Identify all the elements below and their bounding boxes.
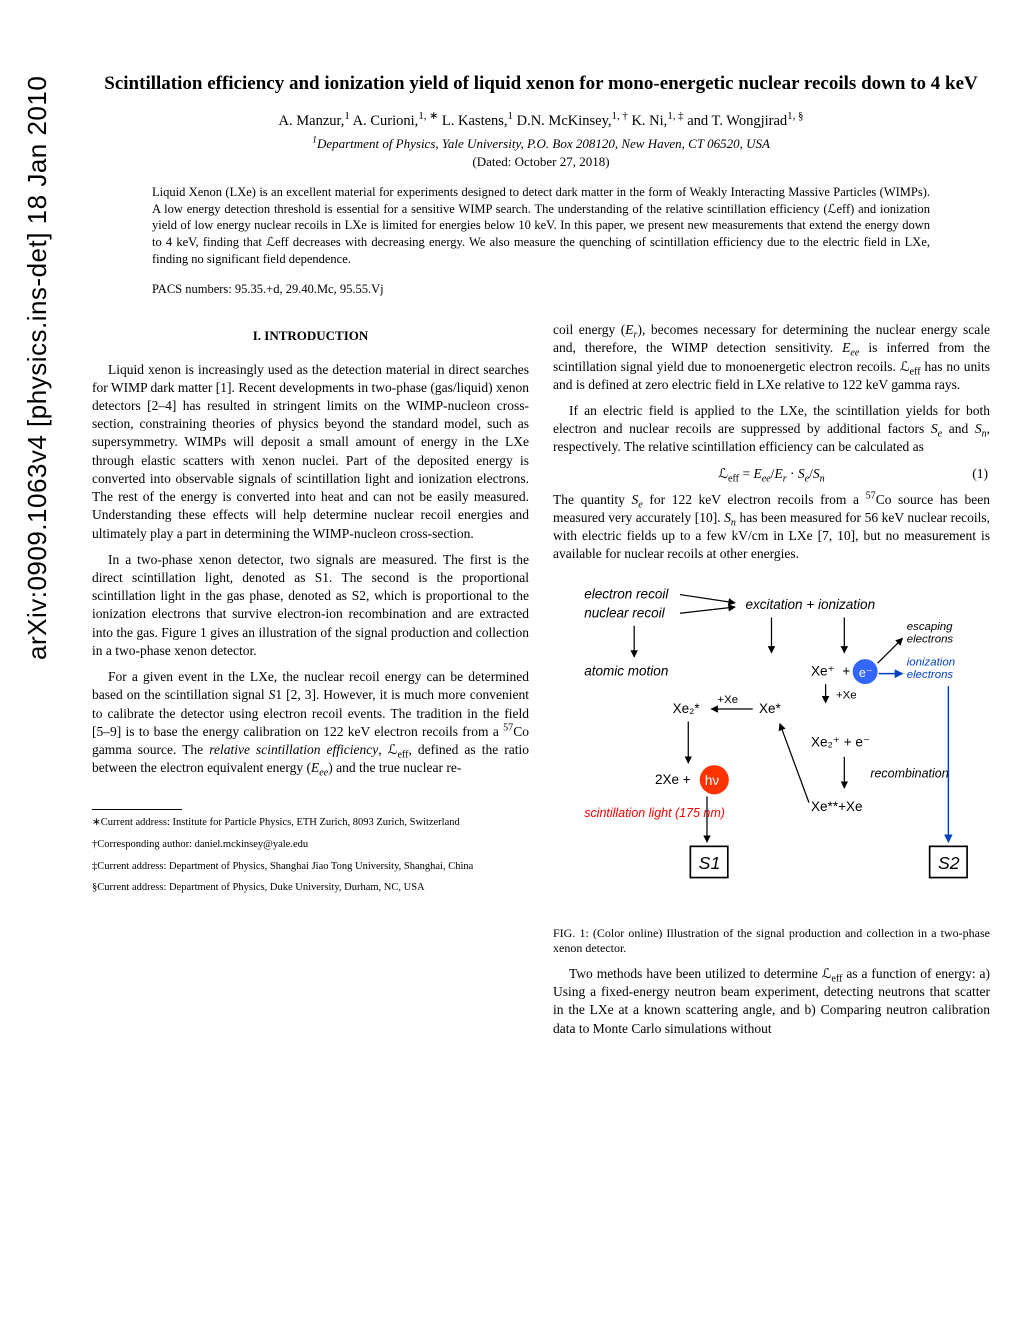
- left-column: I. INTRODUCTION Liquid xenon is increasi…: [92, 321, 529, 1046]
- arxiv-stamp: arXiv:0909.1063v4 [physics.ins-det] 18 J…: [22, 76, 53, 660]
- paragraph: For a given event in the LXe, the nuclea…: [92, 668, 529, 777]
- footnote: †Corresponding author: daniel.mckinsey@y…: [92, 838, 529, 852]
- label-xe2-star: Xe₂*: [673, 701, 701, 716]
- footnote: ∗Current address: Institute for Particle…: [92, 816, 529, 830]
- label-plus-xe-2: +Xe: [836, 689, 857, 701]
- label-two-xe: 2Xe +: [655, 772, 691, 787]
- label-xe-starstar-xe: Xe**+Xe: [811, 799, 862, 814]
- paper-title: Scintillation efficiency and ionization …: [92, 72, 990, 97]
- label-recombination: recombination: [870, 766, 948, 780]
- paragraph: In a two-phase xenon detector, two signa…: [92, 551, 529, 660]
- authors: A. Manzur,1 A. Curioni,1, ∗ L. Kastens,1…: [92, 113, 990, 130]
- section-heading: I. INTRODUCTION: [92, 327, 529, 345]
- label-s1: S1: [699, 853, 721, 873]
- paper-body: Scintillation efficiency and ionization …: [92, 0, 990, 1046]
- abstract: Liquid Xenon (LXe) is an excellent mater…: [152, 184, 930, 268]
- two-column-layout: I. INTRODUCTION Liquid xenon is increasi…: [92, 321, 990, 1046]
- paragraph: Liquid xenon is increasingly used as the…: [92, 361, 529, 543]
- equation-number: (1): [972, 465, 988, 483]
- label-plus-xe-1: +Xe: [717, 693, 738, 705]
- label-xe-star: Xe*: [759, 701, 782, 716]
- right-column: coil energy (Er), becomes necessary for …: [553, 321, 990, 1046]
- label-e-minus: e⁻: [859, 665, 873, 679]
- paragraph: If an electric field is applied to the L…: [553, 402, 990, 457]
- affiliation: 1Department of Physics, Yale University,…: [92, 136, 990, 152]
- dated: (Dated: October 27, 2018): [92, 154, 990, 170]
- footnote: ‡Current address: Department of Physics,…: [92, 860, 529, 874]
- footnote-rule: [92, 809, 182, 810]
- label-excitation-ionization: excitation + ionization: [745, 597, 875, 612]
- label-ionization-electrons: ionization electrons: [907, 656, 959, 680]
- label-hv: hν: [705, 773, 720, 788]
- paragraph: coil energy (Er), becomes necessary for …: [553, 321, 990, 394]
- label-escaping: escaping electrons: [907, 621, 956, 645]
- label-xe-plus: Xe⁺: [811, 663, 835, 678]
- footnote: §Current address: Department of Physics,…: [92, 881, 529, 895]
- equation-body: ℒeff = Eee/Er · Se/Sn: [718, 465, 824, 483]
- label-electron-recoil: electron recoil: [584, 586, 669, 601]
- label-scintillation: scintillation light (175 nm): [584, 806, 725, 820]
- label-atomic-motion: atomic motion: [584, 663, 668, 678]
- label-s2: S2: [938, 853, 960, 873]
- label-plus-e: +: [842, 663, 850, 678]
- paragraph: Two methods have been utilized to determ…: [553, 965, 990, 1038]
- label-nuclear-recoil: nuclear recoil: [584, 605, 665, 620]
- figure-1: electron recoil nuclear recoil excitatio…: [553, 580, 990, 957]
- paragraph: The quantity Se for 122 keV electron rec…: [553, 491, 990, 564]
- pacs-numbers: PACS numbers: 95.35.+d, 29.40.Mc, 95.55.…: [152, 282, 990, 297]
- label-xe2-plus-e: Xe₂⁺ + e⁻: [811, 734, 870, 749]
- figure-1-caption: FIG. 1: (Color online) Illustration of t…: [553, 926, 990, 957]
- equation-1: ℒeff = Eee/Er · Se/Sn (1): [553, 465, 990, 483]
- figure-1-diagram: electron recoil nuclear recoil excitatio…: [553, 580, 990, 913]
